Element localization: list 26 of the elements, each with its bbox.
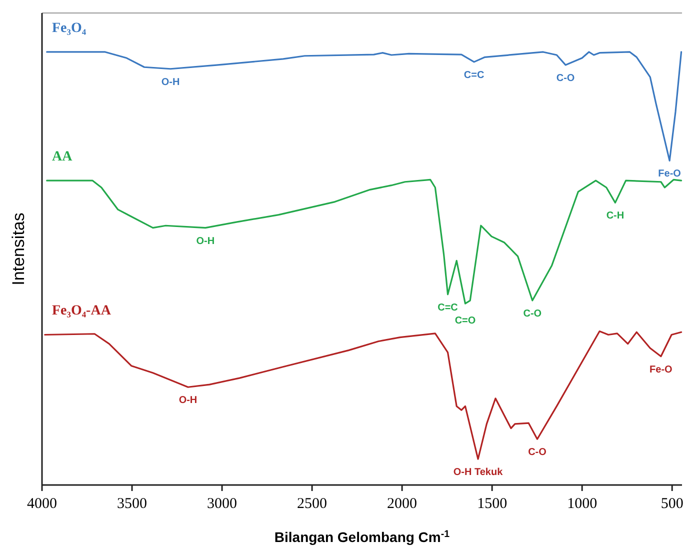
x-tick-label: 1500 [477, 496, 508, 512]
x-tick-label: 500 [660, 496, 684, 512]
series-label: AA [52, 150, 74, 165]
annotation: C=O [454, 315, 476, 326]
annotation: C=C [464, 70, 484, 81]
annotation: Fe-O [658, 168, 682, 180]
annotation: C-O [523, 308, 542, 320]
x-tick-label: 3500 [117, 496, 148, 512]
annotation: C=C [438, 302, 458, 314]
x-tick-label: 2000 [387, 496, 418, 512]
x-tick-label: 1000 [567, 496, 598, 512]
series-label: Fe₃O₄-AA [52, 304, 112, 319]
x-tick-label: 2500 [297, 496, 328, 512]
series-label: Fe₃O₄ [52, 20, 87, 36]
x-axis-title: Bilangan Gelombang Cm$^{-1}$ [274, 528, 450, 545]
annotation: C-O [556, 72, 575, 84]
annotation: O-H [161, 76, 180, 88]
annotation: O-H Tekuk [453, 467, 504, 478]
annotation: O-H [178, 395, 198, 406]
annotation: Fe-O [650, 364, 673, 376]
annotation: O-H [196, 236, 215, 247]
annotation: C-H [606, 210, 624, 222]
x-tick-label: 3000 [207, 496, 238, 512]
y-axis-title: Intensitas [9, 212, 28, 286]
annotation: C-O [528, 447, 547, 458]
x-tick-label: 4000 [27, 496, 57, 512]
